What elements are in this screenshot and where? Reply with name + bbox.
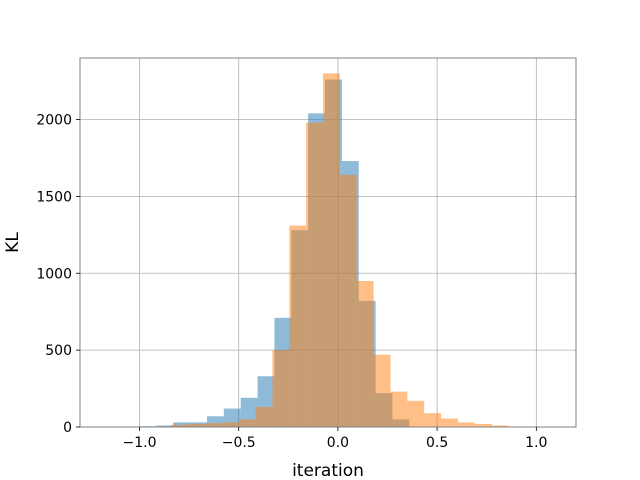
histogram-bar <box>188 423 205 427</box>
x-axis-label: iteration <box>292 461 364 480</box>
histogram-bar <box>356 280 374 427</box>
histogram-bar <box>255 407 273 427</box>
x-tick-label: 0.5 <box>426 435 448 451</box>
histogram-bar <box>491 425 509 427</box>
histogram-bar <box>156 425 174 427</box>
y-tick-label: 2000 <box>36 113 72 129</box>
histogram-bar <box>206 416 224 427</box>
histogram-bar <box>221 422 239 427</box>
histogram-bars <box>139 73 509 428</box>
x-tick-label: −0.5 <box>222 435 256 451</box>
histogram-bar <box>457 422 475 427</box>
x-tick-label: 0.0 <box>327 435 349 451</box>
histogram-series-2 <box>171 73 509 427</box>
x-tick-label: −1.0 <box>123 435 157 451</box>
plot-frame <box>79 57 577 428</box>
y-tick-label: 1000 <box>36 266 72 282</box>
histogram-bar <box>441 418 458 427</box>
histogram-bar <box>407 400 425 427</box>
x-tick-label: 1.0 <box>525 435 547 451</box>
y-axis-label: KL <box>3 232 23 253</box>
histogram-bar <box>474 423 492 427</box>
histogram-bar <box>339 174 357 427</box>
histogram-bar <box>171 424 189 427</box>
histogram-bar <box>289 225 307 427</box>
histogram-bar <box>373 354 391 427</box>
histogram-bar <box>238 419 256 427</box>
y-tick-label: 500 <box>45 343 72 359</box>
histogram-bar <box>424 413 442 427</box>
y-tick-label: 1500 <box>36 189 72 205</box>
histogram-bar <box>390 391 408 427</box>
histogram-bar <box>204 423 222 427</box>
histogram-bar <box>306 122 324 427</box>
histogram-bar <box>272 350 290 427</box>
y-tick-label: 0 <box>63 420 72 436</box>
axis-ticks: −1.0 −0.5 0.0 0.5 1.0 0 500 1000 1500 2000 <box>36 113 547 452</box>
histogram-bar <box>323 73 340 427</box>
